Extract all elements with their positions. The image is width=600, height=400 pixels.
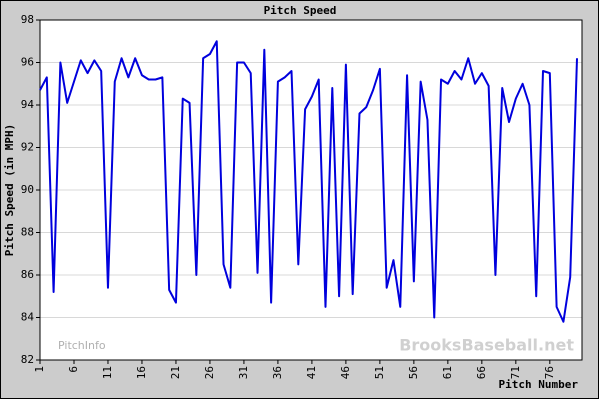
- x-tick-label: 36: [271, 366, 284, 379]
- y-tick-label: 88: [21, 226, 34, 239]
- y-tick-label: 96: [21, 56, 34, 69]
- x-tick-label: 46: [339, 366, 352, 379]
- x-tick-label: 11: [101, 366, 114, 379]
- x-tick-label: 61: [441, 366, 454, 379]
- chart-title: Pitch Speed: [264, 4, 337, 17]
- x-axis-label: Pitch Number: [499, 378, 579, 391]
- watermark: PitchInfo: [58, 339, 106, 352]
- plot-frame: [39, 19, 583, 361]
- x-tick-label: 76: [543, 366, 556, 379]
- x-tick-label: 6: [67, 366, 80, 373]
- x-tick-label: 16: [135, 366, 148, 379]
- x-tick-label: 51: [373, 366, 386, 379]
- y-tick-label: 92: [21, 141, 34, 154]
- x-tick-label: 56: [407, 366, 420, 379]
- x-tick-label: 21: [169, 366, 182, 379]
- y-tick-label: 84: [21, 311, 35, 324]
- y-axis-label: Pitch Speed (in MPH): [3, 124, 16, 256]
- x-tick-label: 1: [33, 366, 46, 373]
- x-tick-label: 66: [475, 366, 488, 379]
- x-tick-label: 31: [237, 366, 250, 379]
- y-tick-label: 86: [21, 268, 34, 281]
- watermark: BrooksBaseball.net: [399, 336, 574, 355]
- y-tick-label: 82: [21, 353, 34, 366]
- y-tick-label: 98: [21, 13, 34, 26]
- x-tick-label: 41: [305, 366, 318, 379]
- x-tick-label: 26: [203, 366, 216, 379]
- y-tick-label: 94: [21, 98, 35, 111]
- x-tick-label: 71: [509, 366, 522, 379]
- y-tick-label: 90: [21, 183, 34, 196]
- data-line: [39, 40, 578, 323]
